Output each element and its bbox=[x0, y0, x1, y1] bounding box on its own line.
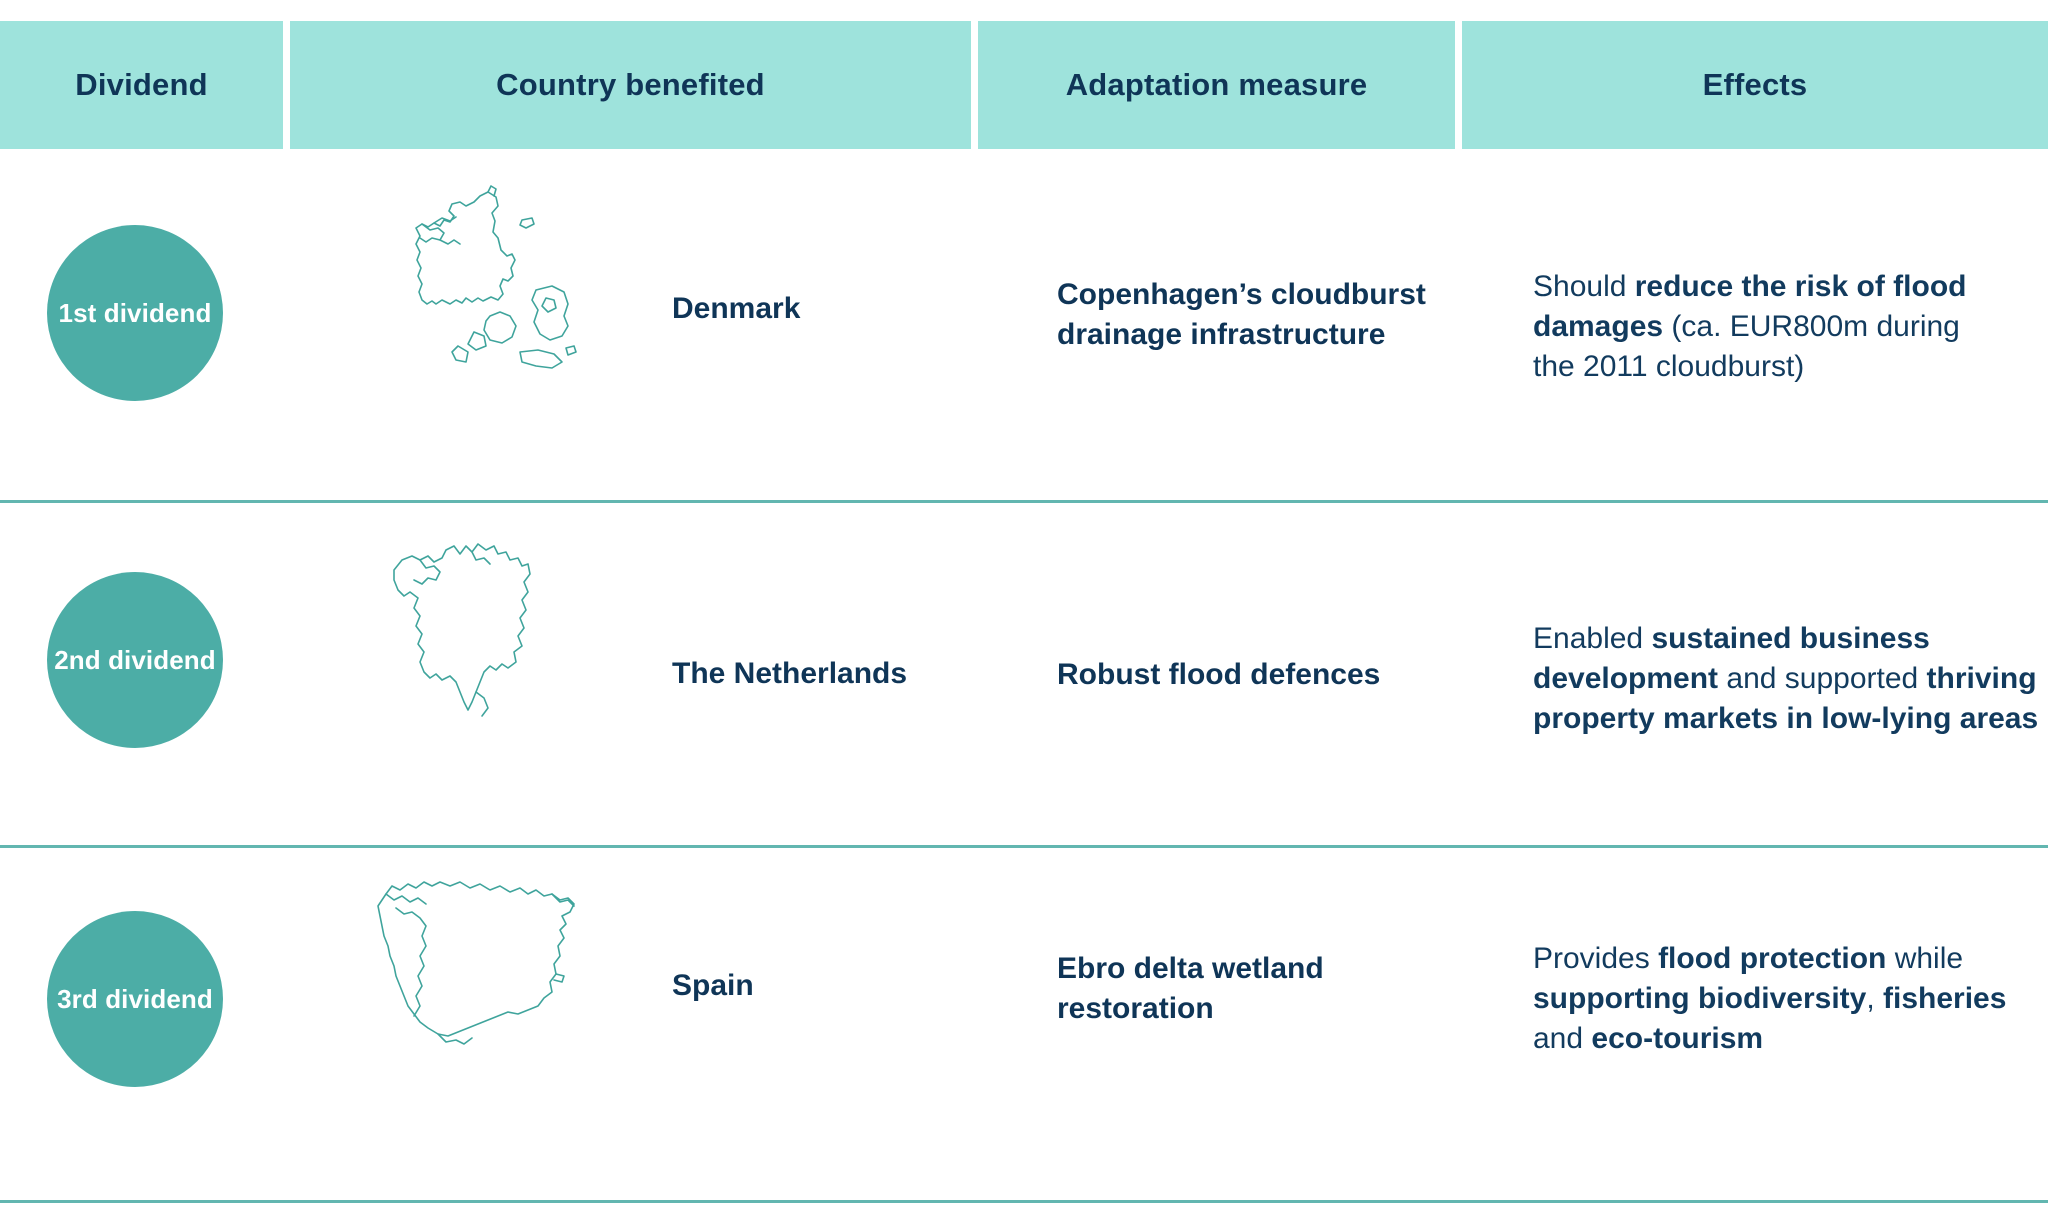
dividend-badge-label: 1st dividend bbox=[58, 297, 212, 328]
effects-text: Enabled sustained business development an… bbox=[1533, 619, 2038, 739]
column-header-country-label: Country benefited bbox=[496, 66, 765, 102]
adaptation-measure: Copenhagen’s cloudburst drainage infrast… bbox=[1057, 275, 1457, 354]
country-name: The Netherlands bbox=[672, 655, 907, 693]
column-header-effects-label: Effects bbox=[1702, 66, 1808, 102]
country-name: Spain bbox=[672, 967, 754, 1005]
effects-line: Enabled sustained business bbox=[1533, 622, 1930, 655]
table-row: 1st dividend bbox=[0, 150, 2048, 500]
adaptation-measure: Ebro delta wetland restoration bbox=[1057, 949, 1457, 1028]
dividend-badge: 2nd dividend bbox=[47, 572, 223, 748]
table-header: Dividend Country benefited Adaptation me… bbox=[0, 21, 2048, 149]
measure-line: drainage infrastructure bbox=[1057, 317, 1386, 351]
table-row: 2nd dividend The Netherlands Robust floo… bbox=[0, 502, 2048, 847]
measure-line: Ebro delta wetland bbox=[1057, 952, 1324, 985]
row-divider bbox=[0, 500, 2048, 503]
effects-line: Should reduce the risk of flood bbox=[1533, 270, 1967, 303]
effects-line: damages (ca. EUR800m during bbox=[1533, 309, 1960, 343]
spain-map bbox=[370, 864, 610, 1054]
dividend-badge-label: 3rd dividend bbox=[57, 983, 213, 1014]
effects-line: the 2011 cloudburst) bbox=[1533, 349, 1805, 383]
netherlands-map bbox=[380, 540, 590, 720]
effects-line: property markets in low-lying areas bbox=[1533, 701, 2039, 735]
column-header-effects: Effects bbox=[1462, 21, 2048, 149]
row-divider bbox=[0, 1200, 2048, 1203]
country-name: Denmark bbox=[672, 290, 800, 328]
country-name-label: Spain bbox=[672, 969, 754, 1002]
effects-line: Provides flood protection while bbox=[1533, 942, 1964, 975]
adaptation-measure: Robust flood defences bbox=[1057, 655, 1457, 695]
measure-line: Robust flood defences bbox=[1057, 658, 1381, 691]
column-header-country: Country benefited bbox=[290, 21, 971, 149]
measure-line: Copenhagen’s cloudburst bbox=[1057, 278, 1426, 311]
column-header-dividend: Dividend bbox=[0, 21, 283, 149]
country-name-label: Denmark bbox=[672, 292, 801, 325]
denmark-map bbox=[370, 180, 600, 410]
measure-line: restoration bbox=[1057, 991, 1214, 1025]
dividend-badge: 1st dividend bbox=[47, 225, 223, 401]
dividend-badge-label: 2nd dividend bbox=[54, 644, 216, 675]
effects-text: Should reduce the risk of flood damages (… bbox=[1533, 267, 1966, 387]
table-row: 3rd dividend Spain Ebro delta wetland bbox=[0, 849, 2048, 1202]
column-header-measure: Adaptation measure bbox=[978, 21, 1455, 149]
country-name-label: The Netherlands bbox=[672, 657, 908, 690]
effects-line: development and supported thriving bbox=[1533, 661, 2037, 695]
effects-line: supporting biodiversity, fisheries bbox=[1533, 981, 2007, 1015]
column-header-dividend-label: Dividend bbox=[75, 66, 208, 102]
effects-line: and eco-tourism bbox=[1533, 1021, 1764, 1055]
row-divider bbox=[0, 845, 2048, 848]
dividend-badge: 3rd dividend bbox=[47, 911, 223, 1087]
effects-text: Provides flood protection while supportin… bbox=[1533, 939, 2006, 1059]
column-header-measure-label: Adaptation measure bbox=[1065, 66, 1368, 102]
